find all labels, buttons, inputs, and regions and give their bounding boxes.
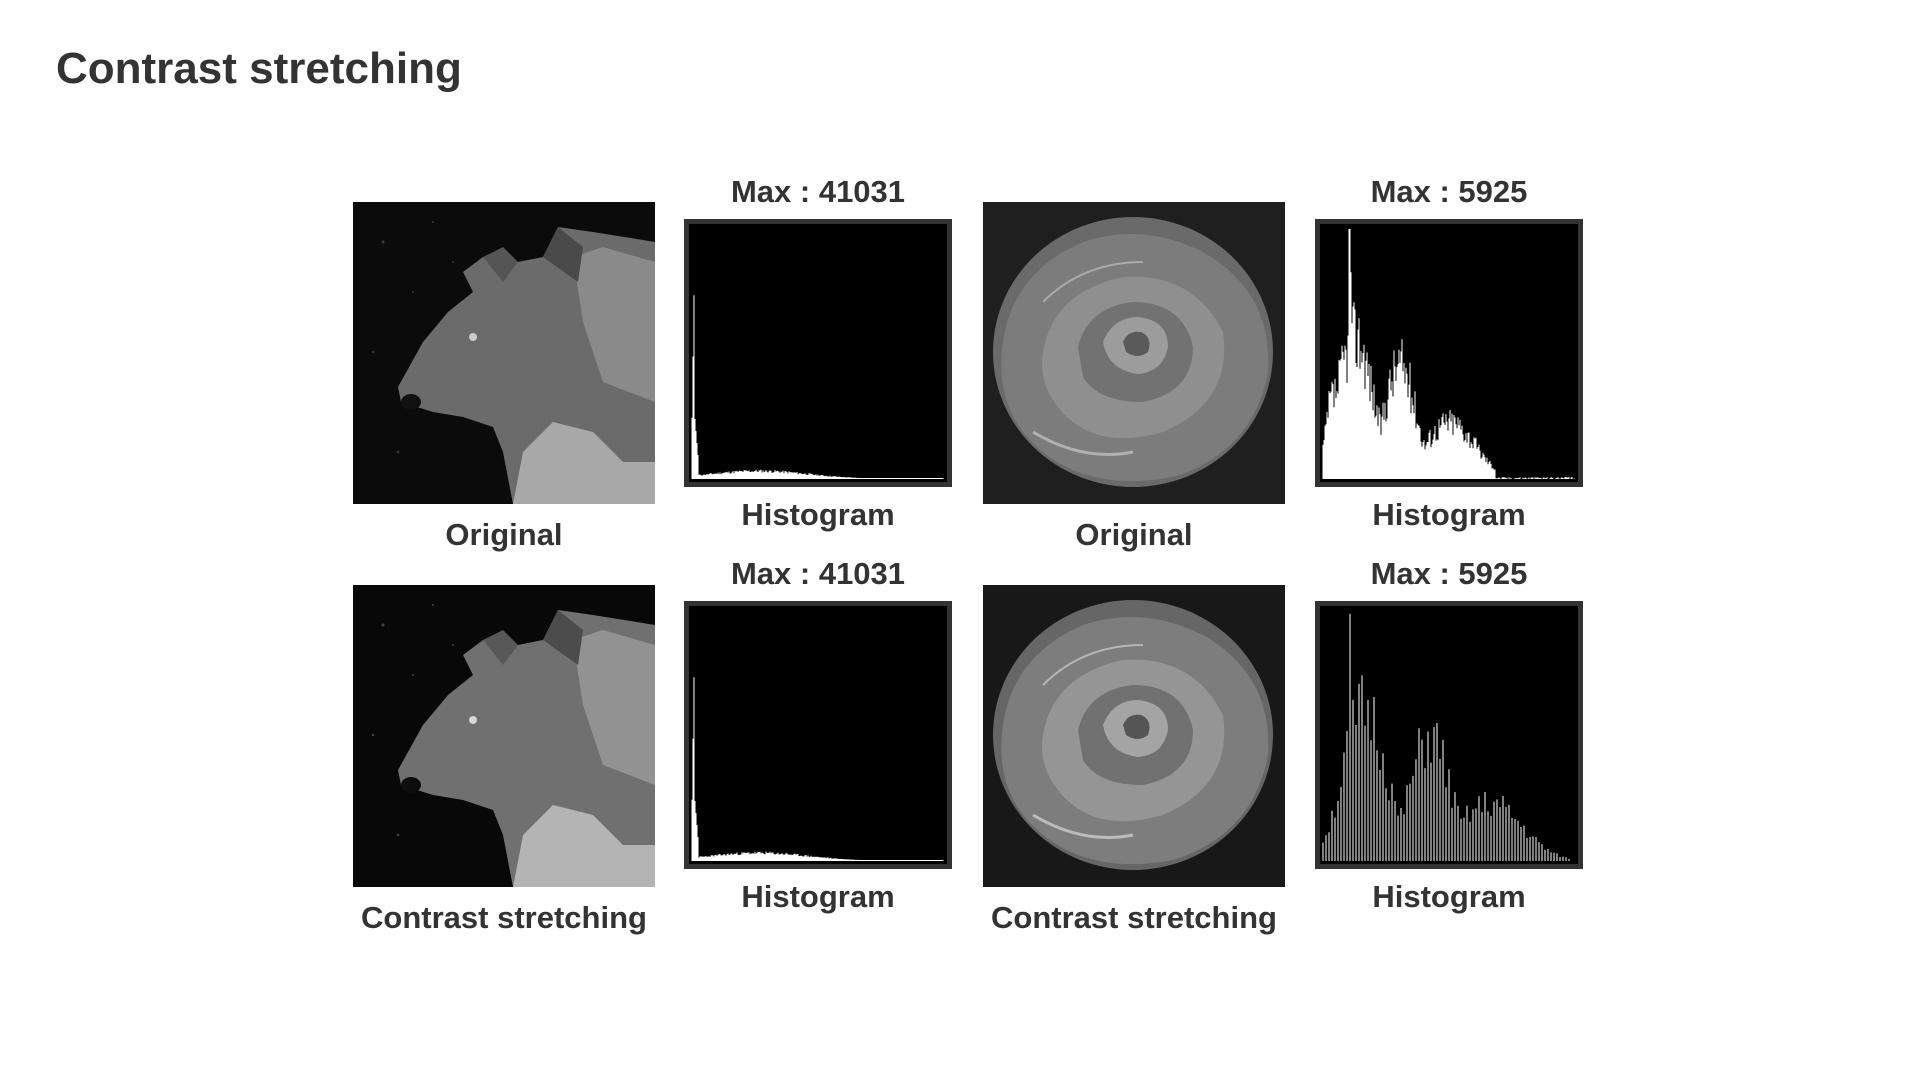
histogram: [1315, 219, 1583, 487]
histogram-label: Histogram: [1372, 879, 1526, 914]
histogram: [1315, 601, 1583, 869]
histogram-label: Histogram: [741, 879, 895, 914]
image-label: Original: [1075, 517, 1193, 552]
histogram: [684, 601, 952, 869]
histogram-label: Histogram: [741, 497, 895, 532]
rose-original-image: [983, 202, 1285, 504]
histogram-label: Histogram: [1372, 497, 1526, 532]
image-label: Original: [445, 517, 563, 552]
page-title: Contrast stretching: [56, 44, 462, 93]
wolf-original-image: [353, 202, 655, 504]
histogram-max-label: Max : 41031: [730, 556, 906, 591]
image-label: Contrast stretching: [991, 900, 1277, 935]
image-label: Contrast stretching: [361, 900, 647, 935]
histogram-max-label: Max : 5925: [1370, 556, 1528, 591]
histogram-max-label: Max : 41031: [730, 174, 906, 209]
rose-stretched-image: [983, 585, 1285, 887]
histogram: [684, 219, 952, 487]
histogram-max-label: Max : 5925: [1370, 174, 1528, 209]
wolf-stretched-image: [353, 585, 655, 887]
